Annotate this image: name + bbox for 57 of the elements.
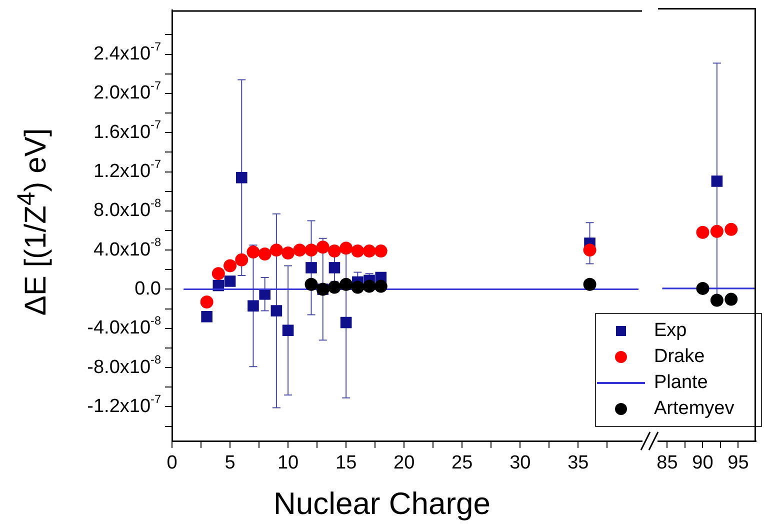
point bbox=[224, 259, 237, 272]
point bbox=[340, 278, 353, 291]
point bbox=[224, 276, 236, 287]
x-tick-label: 0 bbox=[166, 452, 178, 474]
point bbox=[724, 222, 738, 236]
point bbox=[710, 294, 724, 307]
point bbox=[248, 300, 259, 312]
legend-label: Exp bbox=[654, 320, 687, 342]
x-axis-title: Nuclear Charge bbox=[272, 486, 492, 522]
x-tick-label: 85 bbox=[656, 452, 678, 474]
point bbox=[351, 280, 364, 294]
point bbox=[583, 278, 596, 291]
x-tick-label: 90 bbox=[692, 452, 714, 474]
point bbox=[306, 262, 317, 274]
point bbox=[328, 280, 341, 294]
point bbox=[293, 244, 306, 257]
point bbox=[270, 244, 283, 257]
point bbox=[200, 295, 214, 308]
x-tick-label: 30 bbox=[510, 452, 531, 474]
point bbox=[246, 246, 260, 259]
point bbox=[236, 172, 248, 184]
point bbox=[328, 262, 340, 274]
x-tick-label: 25 bbox=[452, 452, 473, 474]
point bbox=[235, 253, 248, 266]
point bbox=[304, 244, 318, 257]
point bbox=[724, 292, 738, 306]
y-tick-label: 0.0 bbox=[134, 278, 162, 300]
point bbox=[710, 224, 724, 238]
point bbox=[374, 244, 388, 258]
x-tick-label: 95 bbox=[728, 452, 749, 474]
x-tick-label: 10 bbox=[277, 452, 299, 474]
point bbox=[201, 311, 212, 322]
point bbox=[696, 226, 710, 239]
point bbox=[351, 244, 364, 258]
point bbox=[362, 244, 376, 258]
point bbox=[282, 324, 294, 336]
point bbox=[258, 247, 272, 260]
point bbox=[340, 316, 352, 328]
x-tick-label: 15 bbox=[336, 452, 357, 474]
point bbox=[583, 244, 596, 257]
point bbox=[304, 278, 318, 291]
x-tick-label: 5 bbox=[224, 452, 236, 474]
point bbox=[316, 240, 330, 254]
x-tick-label: 20 bbox=[394, 452, 415, 474]
point bbox=[711, 176, 723, 187]
point bbox=[328, 244, 341, 258]
point bbox=[282, 246, 295, 260]
point bbox=[212, 267, 225, 280]
legend-label: Drake bbox=[654, 346, 705, 368]
point bbox=[696, 282, 710, 295]
legend-label: Plante bbox=[654, 372, 708, 394]
x-tick-label: 35 bbox=[568, 452, 589, 474]
point bbox=[340, 242, 353, 255]
legend-label: Artemyev bbox=[654, 398, 734, 420]
point bbox=[374, 280, 388, 293]
point bbox=[362, 280, 376, 293]
point bbox=[270, 305, 282, 316]
